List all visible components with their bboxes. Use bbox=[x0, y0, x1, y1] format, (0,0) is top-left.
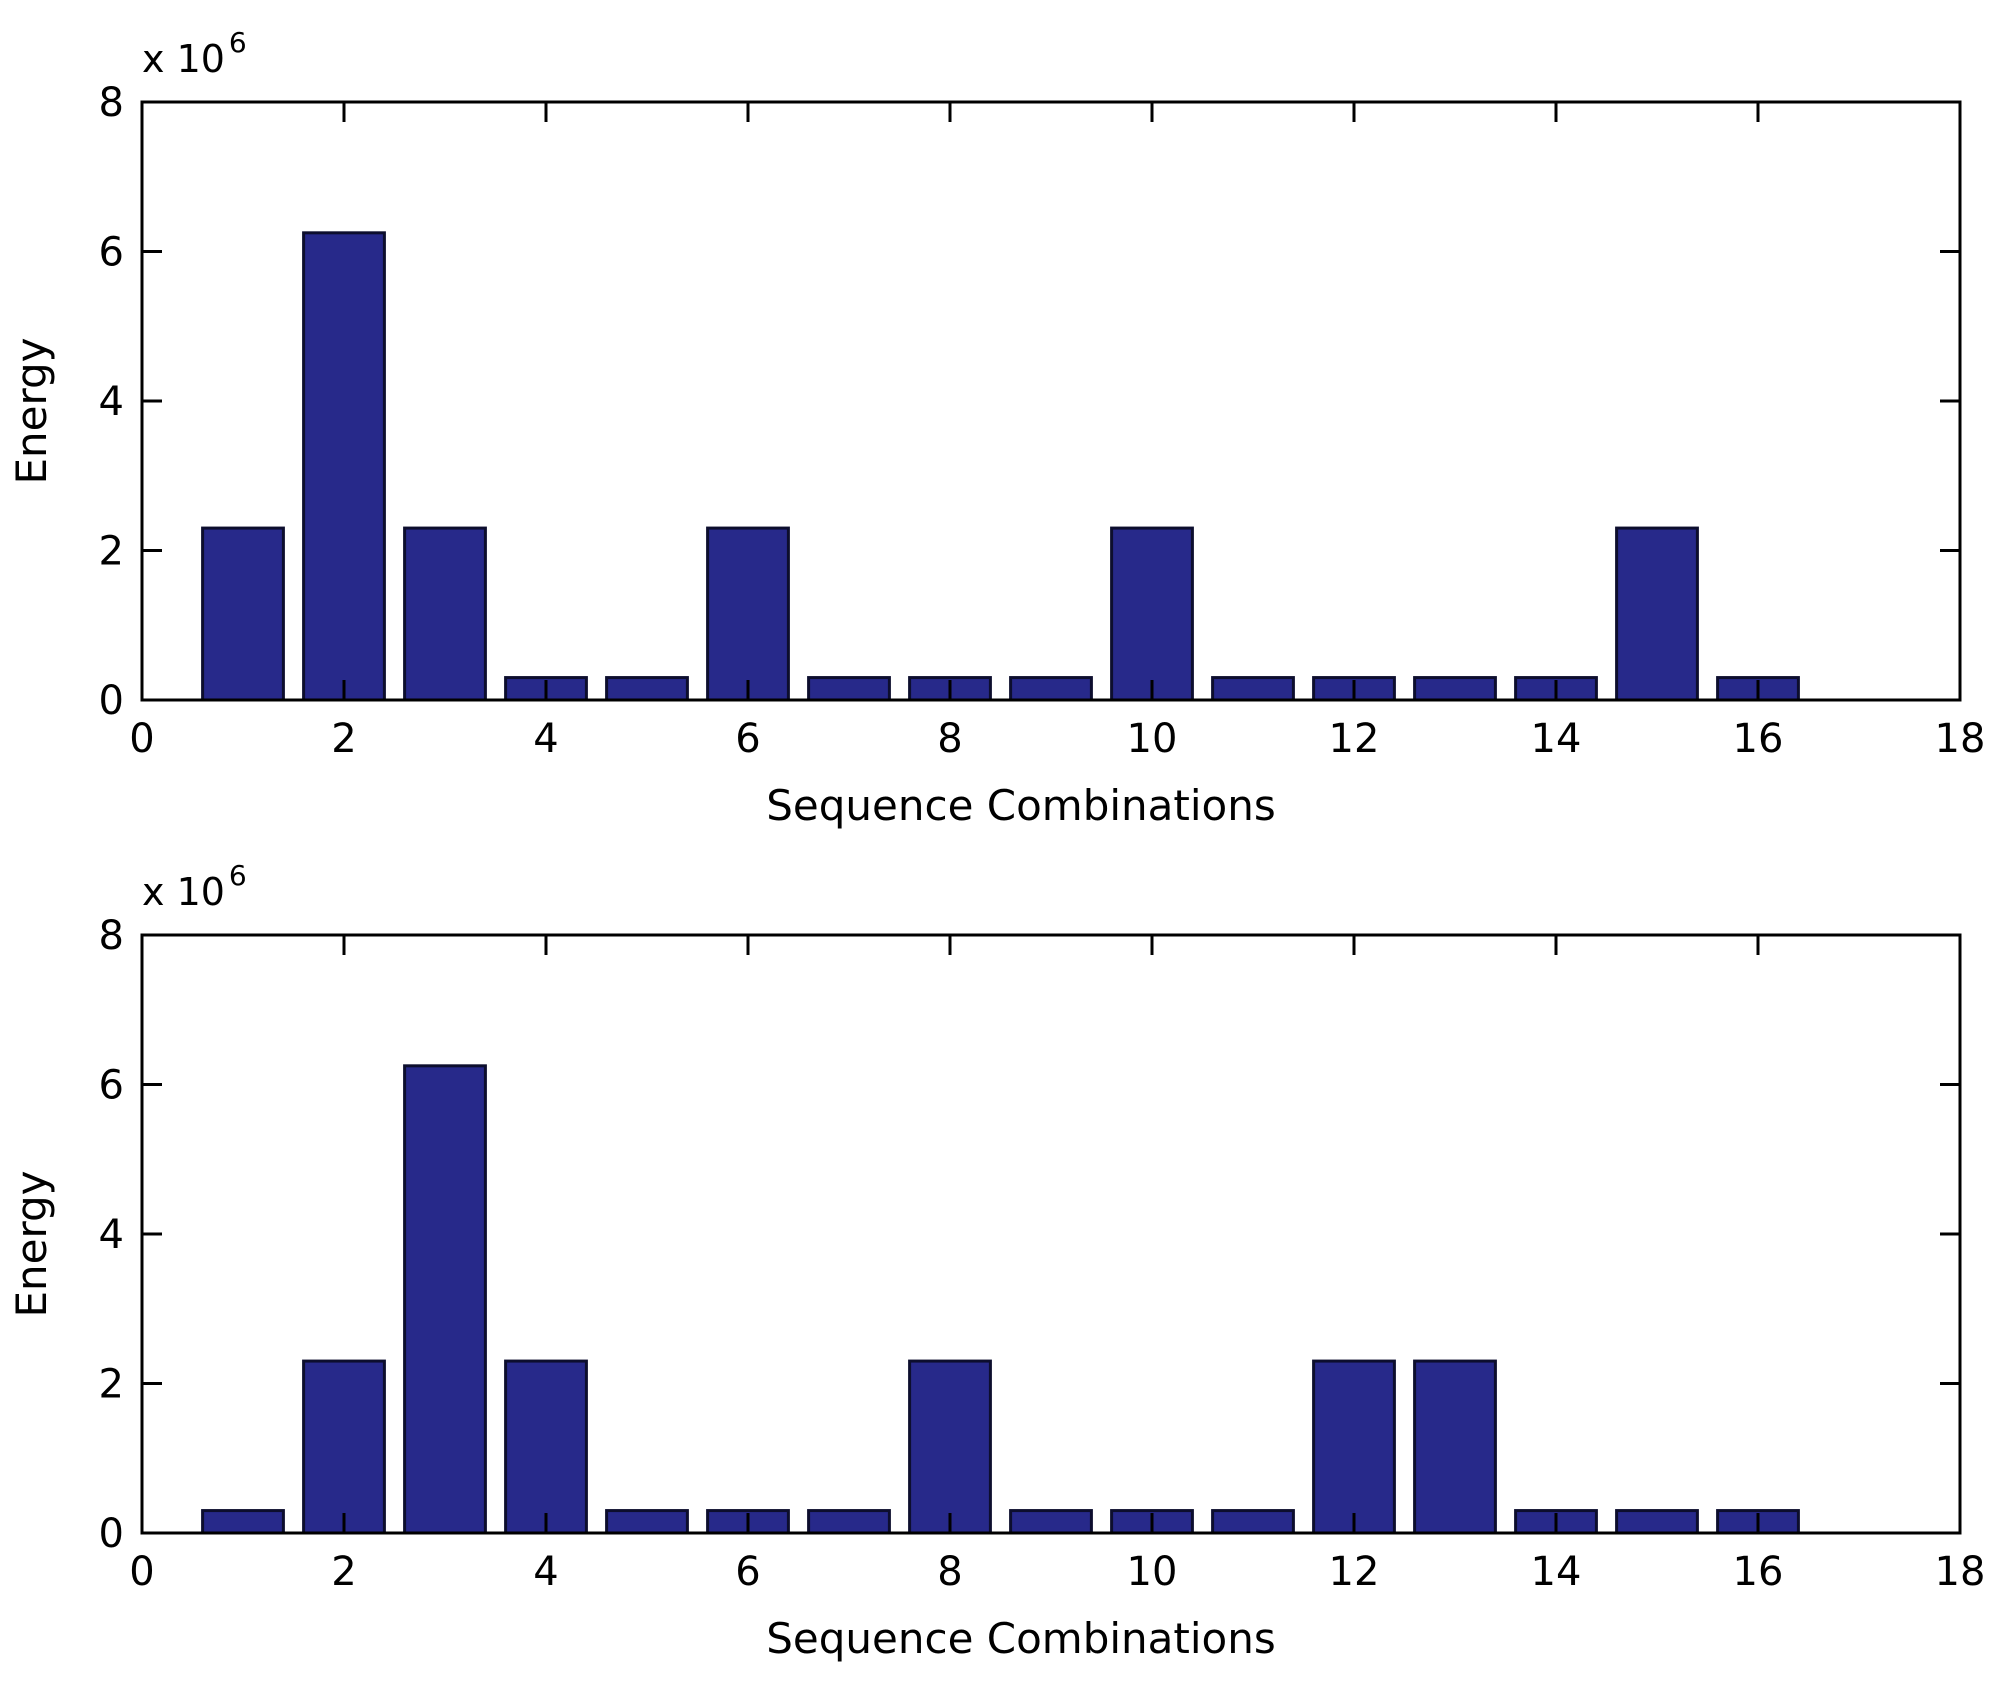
x-tick-label: 0 bbox=[129, 1549, 154, 1595]
x-tick-label: 12 bbox=[1329, 1549, 1380, 1595]
bar bbox=[201, 526, 285, 702]
bar bbox=[403, 1064, 487, 1535]
x-tick-label: 16 bbox=[1733, 1549, 1784, 1595]
bar bbox=[605, 676, 689, 702]
bar bbox=[302, 1359, 386, 1535]
y-tick-label: 4 bbox=[99, 1212, 124, 1258]
bar bbox=[605, 1509, 689, 1535]
x-tick-label: 6 bbox=[735, 716, 760, 762]
bar bbox=[1413, 676, 1497, 702]
bar bbox=[504, 1359, 588, 1535]
x-axis-label: Sequence Combinations bbox=[766, 781, 1275, 830]
bar bbox=[403, 526, 487, 702]
exponent-base: x 10 bbox=[142, 37, 225, 81]
y-tick-label: 0 bbox=[99, 678, 124, 724]
bar bbox=[908, 1359, 992, 1535]
x-tick-label: 12 bbox=[1329, 716, 1380, 762]
bar bbox=[1413, 1359, 1497, 1535]
x-tick-label: 10 bbox=[1127, 1549, 1178, 1595]
x-axis-label: Sequence Combinations bbox=[766, 1614, 1275, 1663]
y-exponent-label: x 10 6 bbox=[142, 26, 247, 81]
top-energy-bar-chart: 0 2 4 6 8 10 12 14 16 18 0 2 4 6 8 Sequence Combination… bbox=[7, 26, 1985, 830]
bar bbox=[1211, 1509, 1295, 1535]
bar bbox=[706, 526, 790, 702]
exponent-power: 6 bbox=[229, 26, 247, 59]
x-tick-label: 14 bbox=[1531, 716, 1582, 762]
bar bbox=[1110, 526, 1194, 702]
y-axis-label: Energy bbox=[7, 337, 56, 484]
x-tick-label: 18 bbox=[1935, 716, 1986, 762]
bar bbox=[1312, 1359, 1396, 1535]
y-tick-label: 4 bbox=[99, 379, 124, 425]
x-tick-label: 16 bbox=[1733, 716, 1784, 762]
y-tick-label: 2 bbox=[99, 1362, 124, 1408]
x-tick-label: 10 bbox=[1127, 716, 1178, 762]
y-tick-label: 8 bbox=[99, 913, 124, 959]
bar bbox=[807, 676, 891, 702]
x-tick-label: 8 bbox=[937, 1549, 962, 1595]
exponent-base: x 10 bbox=[142, 870, 225, 914]
y-tick-label: 2 bbox=[99, 529, 124, 575]
y-exponent-label: x 10 6 bbox=[142, 859, 247, 914]
bar bbox=[302, 231, 386, 702]
bar bbox=[807, 1509, 891, 1535]
x-tick-label: 4 bbox=[533, 1549, 558, 1595]
bar bbox=[1009, 1509, 1093, 1535]
x-tick-label: 4 bbox=[533, 716, 558, 762]
y-tick-label: 6 bbox=[99, 230, 124, 276]
x-tick-label: 18 bbox=[1935, 1549, 1986, 1595]
x-tick-label: 6 bbox=[735, 1549, 760, 1595]
y-tick-label: 0 bbox=[99, 1511, 124, 1557]
bar bbox=[1211, 676, 1295, 702]
y-tick-label: 6 bbox=[99, 1063, 124, 1109]
x-tick-label: 0 bbox=[129, 716, 154, 762]
x-tick-label: 2 bbox=[331, 716, 356, 762]
y-tick-label: 8 bbox=[99, 80, 124, 126]
exponent-power: 6 bbox=[229, 859, 247, 892]
x-tick-label: 14 bbox=[1531, 1549, 1582, 1595]
bar bbox=[1615, 526, 1699, 702]
bottom-energy-bar-chart: 0 2 4 6 8 10 12 14 16 18 0 2 4 6 8 Sequence Combination… bbox=[7, 859, 1985, 1663]
x-tick-label: 2 bbox=[331, 1549, 356, 1595]
bar bbox=[1009, 676, 1093, 702]
bar bbox=[201, 1509, 285, 1535]
y-axis-label: Energy bbox=[7, 1170, 56, 1317]
bar bbox=[1615, 1509, 1699, 1535]
x-tick-label: 8 bbox=[937, 716, 962, 762]
